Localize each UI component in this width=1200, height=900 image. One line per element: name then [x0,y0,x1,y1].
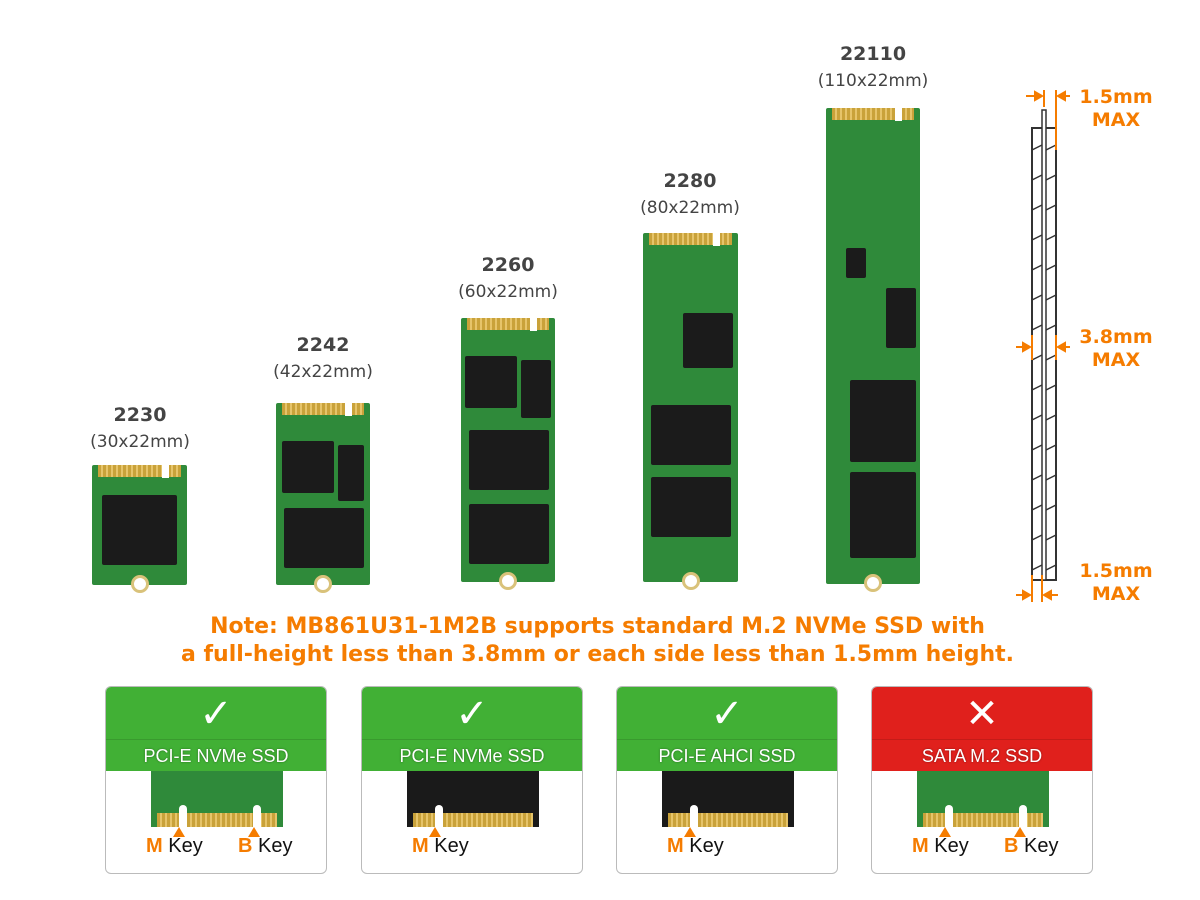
full-height-max-label: 3.8mm MAX [1076,326,1156,372]
hatch-line [1031,174,1043,181]
hatch-line [1031,144,1043,151]
connector-image [407,771,539,827]
dims: (42x22mm) [273,362,373,382]
hatch-line [1045,324,1057,331]
connector-image [917,771,1049,827]
hatch-line [1031,294,1043,301]
hatch-line [1045,354,1057,361]
cross-icon: ✕ [965,691,999,737]
hatch-line [1045,294,1057,301]
form-factor-label-2230: 2230 (30x22mm) [60,404,220,452]
hatch-line [1045,414,1057,421]
hatch-line [1031,534,1043,541]
hatch-line [1031,234,1043,241]
check-icon: ✓ [199,691,233,737]
max: MAX [1091,349,1141,371]
hatch-line [1045,564,1057,571]
hatch-line [1031,324,1043,331]
b-key-label: B Key [238,835,293,857]
hatch-line [1031,384,1043,391]
check-icon: ✓ [710,691,744,737]
value: 3.8mm [1079,326,1153,348]
ssd-2242-image [276,403,370,593]
check-icon: ✓ [455,691,489,737]
hatch-line [1031,414,1043,421]
hatch-line [1045,534,1057,541]
m-key-label: M Key [146,835,203,857]
code: 2260 [481,254,535,276]
dims: (110x22mm) [817,71,929,91]
hatch-line [1045,174,1057,181]
hatch-line [1031,264,1043,271]
connector-image [151,771,283,827]
compat-card-pcie-nvme-m: ✓ PCI-E NVMe SSD M Key [361,686,583,874]
top-side-max-label: 1.5mm MAX [1076,86,1156,132]
hatch-line [1031,504,1043,511]
hatch-line [1031,204,1043,211]
compat-card-pcie-ahci: ✓ PCI-E AHCI SSD M Key [616,686,838,874]
hatch-line [1045,504,1057,511]
hatch-line [1045,234,1057,241]
hatch-line [1031,444,1043,451]
compat-card-pcie-nvme-mb: ✓ PCI-E NVMe SSD M Key B Key [105,686,327,874]
form-factor-label-2242: 2242 (42x22mm) [243,334,403,382]
b-key-label: B Key [1004,835,1059,857]
code: 2230 [113,404,167,426]
m-key-label: M Key [667,835,724,857]
thickness-diagram: for(let i=0;i<16;i++){} [1016,90,1070,602]
code: 2242 [296,334,350,356]
code: 22110 [839,43,907,65]
ssd-2230-image [92,465,187,593]
ssd-type: PCI-E AHCI SSD [617,739,837,771]
bottom-side-max-label: 1.5mm MAX [1076,560,1156,606]
value: 1.5mm [1079,560,1153,582]
ssd-type: SATA M.2 SSD [872,739,1092,771]
ssd-type: PCI-E NVMe SSD [106,739,326,771]
dims: (60x22mm) [458,282,558,302]
value: 1.5mm [1079,86,1153,108]
hatch-line [1045,204,1057,211]
max: MAX [1091,109,1141,131]
connector-image [662,771,794,827]
m-key-label: M Key [412,835,469,857]
max: MAX [1091,583,1141,605]
note-line-1: Note: MB861U31-1M2B supports standard M.… [210,614,985,639]
dims: (80x22mm) [640,198,740,218]
hatch-line [1031,474,1043,481]
ssd-2260-image [461,318,555,590]
hatch-line [1031,564,1043,571]
ssd-22110-image [826,108,920,592]
note-line-2: a full-height less than 3.8mm or each si… [180,642,1015,667]
hatch-line [1045,444,1057,451]
compat-card-sata: ✕ SATA M.2 SSD M Key B Key [871,686,1093,874]
code: 2280 [663,170,717,192]
dims: (30x22mm) [90,432,190,452]
hatch-line [1045,264,1057,271]
ssd-type: PCI-E NVMe SSD [362,739,582,771]
form-factor-label-2260: 2260 (60x22mm) [428,254,588,302]
m-key-label: M Key [912,835,969,857]
hatch-line [1045,384,1057,391]
hatch-line [1031,354,1043,361]
form-factor-label-22110: 22110 (110x22mm) [793,43,953,91]
hatch-line [1045,144,1057,151]
form-factor-label-2280: 2280 (80x22mm) [610,170,770,218]
hatch-line [1045,474,1057,481]
compatibility-note: Note: MB861U31-1M2B supports standard M.… [0,613,1195,669]
ssd-2280-image [643,233,738,590]
